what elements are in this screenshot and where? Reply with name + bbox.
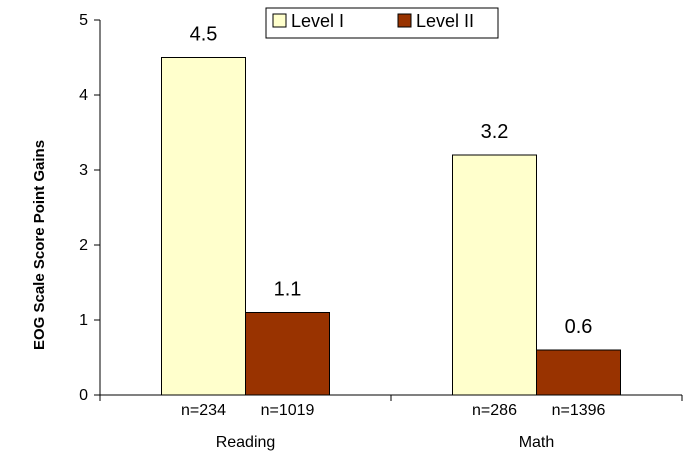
y-tick-label: 3 <box>79 162 88 179</box>
bar <box>452 154 537 396</box>
legend-label-level-1: Level I <box>291 11 344 31</box>
x-category-label: Reading <box>216 434 276 451</box>
y-tick-label: 0 <box>79 387 88 404</box>
legend-swatch-level-1 <box>272 13 287 28</box>
legend: Level I Level II <box>265 7 499 39</box>
y-tick-label: 2 <box>79 237 88 254</box>
bar <box>536 349 621 396</box>
sample-size-label: n=234 <box>181 402 226 419</box>
legend-label-level-2: Level II <box>416 11 474 31</box>
legend-swatch-level-2 <box>397 13 412 28</box>
bar <box>245 312 330 396</box>
legend-box <box>265 7 499 39</box>
x-category-label: Math <box>519 434 555 451</box>
y-ticks: 0 1 2 3 4 5 <box>79 12 100 404</box>
bar-value-label: 4.5 <box>190 24 218 46</box>
sample-size-label: n=286 <box>472 402 517 419</box>
y-tick-label: 5 <box>79 12 88 29</box>
bar-value-label: 3.2 <box>481 121 509 143</box>
sample-size-label: n=1396 <box>552 402 606 419</box>
y-tick-label: 4 <box>79 87 88 104</box>
bars: 4.5 1.1 3.2 0.6 <box>161 24 621 396</box>
bar-value-label: 0.6 <box>565 316 593 338</box>
y-axis-label: EOG Scale Score Point Gains <box>31 140 48 350</box>
y-tick-label: 1 <box>79 312 88 329</box>
bar <box>161 57 246 396</box>
x-labels: n=234 n=1019 Reading n=286 n=1396 Math <box>181 402 605 451</box>
sample-size-label: n=1019 <box>261 402 315 419</box>
bar-value-label: 1.1 <box>274 279 302 301</box>
